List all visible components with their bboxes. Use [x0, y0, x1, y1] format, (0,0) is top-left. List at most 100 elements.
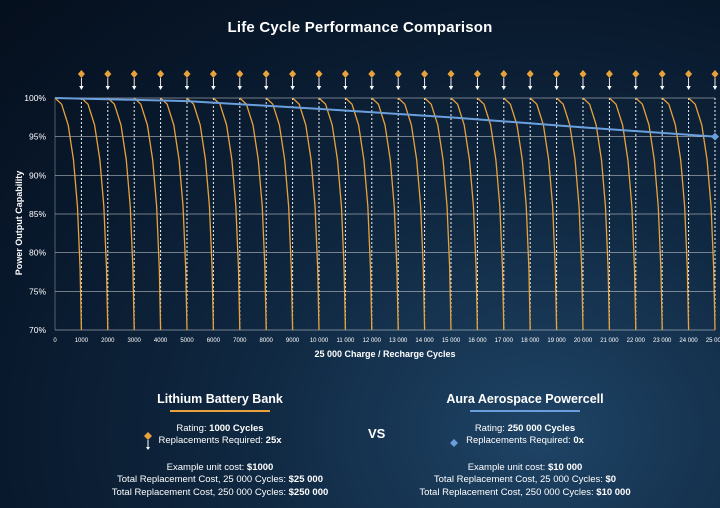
lithium-decay-curve: [107, 97, 135, 331]
aura-underline: [470, 409, 580, 412]
lithium-decay-curve: [608, 97, 637, 331]
x-tick-label: 5000: [180, 338, 194, 344]
x-axis-label: 25 000 Charge / Recharge Cycles: [314, 349, 456, 359]
replacement-arrow-head: [396, 86, 401, 90]
replacement-marker: [711, 70, 719, 90]
replacement-diamond: [104, 70, 112, 78]
replacement-arrow-head: [580, 86, 586, 90]
lithium-unit-cost: Example unit cost: $1000: [166, 461, 274, 473]
replacement-marker: [209, 70, 217, 90]
replacement-arrow-head: [607, 86, 612, 90]
x-tick-label: 16 000: [468, 338, 487, 344]
y-tick-label: 75%: [29, 286, 46, 296]
lithium-decay-curve: [688, 97, 716, 331]
replacement-arrow-head: [422, 86, 427, 90]
y-tick-label: 100%: [24, 93, 46, 103]
x-tick-label: 23 000: [653, 338, 672, 344]
replacement-arrow-head: [343, 86, 348, 90]
replacement-arrow-head: [686, 86, 691, 90]
replacement-diamond: [130, 70, 138, 78]
lithium-marker-icon: [144, 432, 152, 450]
lithium-total-250k: Total Replacement Cost, 250 000 Cycles: …: [111, 486, 329, 498]
x-tick-label: 14 000: [415, 338, 434, 344]
life-cycle-chart: 70% 75% 80% 85% 90% 95% 100% 0 1000 2000 3000 4000 5…: [24, 70, 720, 344]
replacement-marker: [315, 70, 323, 90]
x-tick-label: 20 000: [574, 338, 593, 344]
replacement-diamond: [209, 70, 217, 78]
lithium-decay-curve: [292, 97, 320, 331]
replacement-marker: [553, 70, 561, 90]
replacement-diamond: [632, 70, 640, 78]
x-tick-label: 7000: [233, 338, 247, 344]
x-tick-label: 1000: [75, 338, 89, 344]
y-tick-label: 90%: [29, 170, 46, 180]
aura-end-marker: [711, 132, 719, 141]
replacement-diamond: [262, 70, 270, 78]
x-tick-label: 10 000: [310, 338, 329, 344]
lithium-decay-curve: [556, 97, 584, 331]
y-tick-label: 70%: [29, 325, 46, 335]
chart-title: Life Cycle Performance Comparison: [227, 19, 493, 36]
aura-unit-cost: Example unit cost: $10 000: [467, 461, 583, 473]
replacement-diamond: [421, 70, 429, 78]
replacement-marker: [394, 70, 402, 90]
replacement-diamond: [711, 70, 719, 78]
lithium-decay-curve: [397, 97, 426, 331]
replacement-marker: [579, 70, 587, 90]
replacement-diamond: [236, 70, 244, 78]
lithium-panel: Lithium Battery Bank Rating: 1000 Cycles…: [110, 393, 330, 499]
replacement-diamond: [553, 70, 561, 78]
x-tick-label: 8000: [260, 338, 274, 344]
replacement-marker: [130, 70, 138, 90]
replacement-diamond: [658, 70, 666, 78]
replacement-diamond: [183, 70, 191, 78]
x-tick-label: 21 000: [600, 338, 619, 344]
aura-total-250k: Total Replacement Cost, 250 000 Cycles: …: [419, 486, 631, 498]
replacement-diamond: [157, 70, 165, 78]
aura-line: [54, 97, 716, 138]
replacement-marker: [368, 70, 376, 90]
lithium-decay-curve: [344, 97, 373, 331]
replacement-arrow-head: [132, 86, 137, 90]
lithium-rating: Rating: 1000 Cycles: [176, 422, 264, 434]
y-axis-label: Power Output Capability: [14, 170, 24, 276]
replacement-diamond: [289, 70, 297, 78]
y-tick-label: 85%: [29, 209, 46, 219]
replacement-arrow-head: [528, 86, 533, 90]
replacement-diamond: [447, 70, 455, 78]
vs-label: VS: [368, 426, 386, 441]
lithium-panel-title: Lithium Battery Bank: [157, 392, 283, 406]
aura-replacements: Replacements Required: 0x: [466, 435, 584, 446]
x-tick-label: 9000: [286, 338, 300, 344]
replacement-diamond: [473, 70, 481, 78]
x-tick-label: 25 000: [706, 338, 720, 344]
replacement-marker: [605, 70, 613, 90]
lithium-decay-curve: [212, 97, 241, 331]
lithium-decay-curve: [318, 97, 347, 331]
lithium-decay-curve: [450, 97, 479, 331]
lithium-total-25k: Total Replacement Cost, 25 000 Cycles: $…: [117, 474, 323, 485]
lithium-underline: [170, 409, 270, 412]
x-tick-label: 2000: [101, 338, 115, 344]
replacement-marker: [526, 70, 534, 90]
lithium-decay-curve: [503, 97, 531, 331]
x-tick-label: 18 000: [521, 338, 540, 344]
replacement-arrow-head: [237, 86, 242, 90]
x-tick-label: 12 000: [363, 338, 382, 344]
x-tick-label: 11 000: [336, 338, 355, 344]
replacement-arrow-head: [554, 86, 559, 90]
x-tick-label: 0: [53, 338, 57, 344]
replacement-marker: [421, 70, 429, 90]
replacement-arrow-head: [79, 86, 84, 90]
lithium-decay-curve: [582, 97, 611, 331]
replacement-diamond: [605, 70, 613, 78]
x-tick-label: 4000: [154, 338, 168, 344]
replacement-marker: [473, 70, 481, 90]
x-tick-label: 15 000: [442, 338, 461, 344]
y-tick-label: 80%: [29, 248, 46, 258]
replacement-arrow-head: [475, 86, 480, 90]
x-tick-label: 13 000: [389, 338, 408, 344]
replacement-marker: [658, 70, 666, 90]
lithium-decay-curve: [80, 97, 109, 331]
aura-panel-title: Aura Aerospace Powercell: [446, 392, 604, 406]
